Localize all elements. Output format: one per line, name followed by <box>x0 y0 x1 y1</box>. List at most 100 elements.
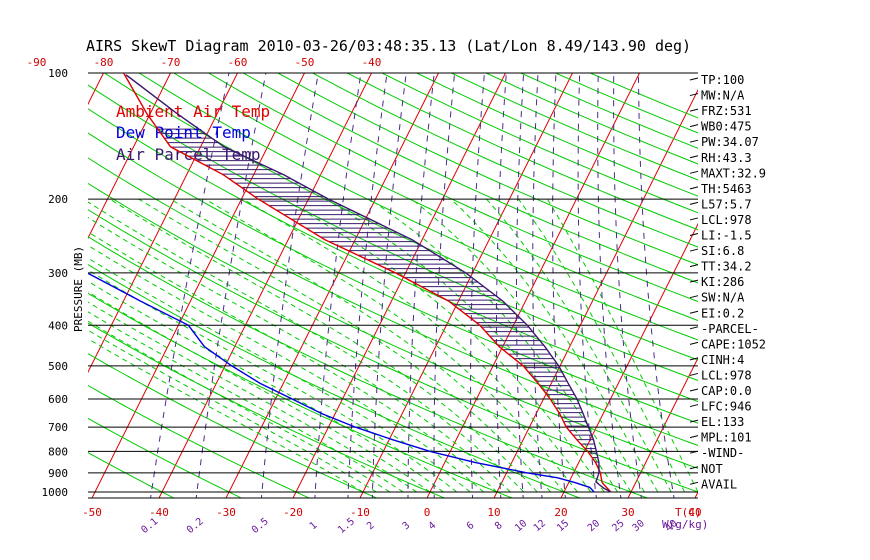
index-label: LI:-1.5 <box>701 229 752 243</box>
mixing-ratio-label: 10 <box>513 518 529 534</box>
moist-adiabat-lines <box>88 198 698 493</box>
index-tick <box>689 310 699 314</box>
index-label: PW:34.07 <box>701 135 759 149</box>
dry-adiabat-line <box>88 452 175 498</box>
index-label: CAPE:1052 <box>701 337 766 351</box>
mixing-ratio-line <box>532 73 543 498</box>
index-label: WB0:475 <box>701 120 752 134</box>
top-temp-tick-label: -80 <box>94 56 114 69</box>
index-label: L57:5.7 <box>701 197 752 211</box>
isotherm-line <box>292 73 506 498</box>
mixing-ratio-label: 20 <box>586 518 602 534</box>
index-tick <box>689 372 699 376</box>
index-tick <box>689 264 699 268</box>
index-label: TT:34.2 <box>701 260 752 274</box>
bottom-temp-tick-label: -50 <box>82 506 102 519</box>
index-label: TH:5463 <box>701 182 752 196</box>
index-tick <box>689 279 699 283</box>
isotherm-line <box>0 73 37 501</box>
dry-adiabat-line <box>88 157 698 446</box>
mixing-ratio-line <box>195 73 267 498</box>
dry-adiabat-line <box>88 209 698 493</box>
isotherm-line <box>627 356 698 498</box>
moist-adiabat-line <box>88 201 525 493</box>
dry-adiabat-line <box>88 236 649 498</box>
index-tick <box>689 248 699 252</box>
legend-dew-point-temp: Dew Point Temp <box>116 123 251 142</box>
index-tick <box>689 435 699 439</box>
mixing-ratio-line <box>371 73 407 498</box>
moist-adiabat-line <box>283 198 605 493</box>
bottom-temp-tick-label: 10 <box>487 506 500 519</box>
pressure-tick-label: 900 <box>48 467 68 480</box>
mixing-ratio-line <box>613 73 642 498</box>
mixing-ratio-line <box>260 73 319 498</box>
profile-curves <box>88 73 612 493</box>
bottom-temp-tick-label: -10 <box>350 506 370 519</box>
index-tick <box>689 93 699 97</box>
cape-hatching <box>157 128 599 468</box>
isotherm-line <box>225 73 439 498</box>
dry-adiabat-line <box>242 73 698 284</box>
x-axis-label-mixing: W(g/kg) <box>662 518 708 531</box>
index-tick <box>689 201 699 205</box>
top-temperature-ticks: -120-110-100-90-80-70-60-50-40 <box>27 56 382 69</box>
dry-adiabat-line <box>88 108 698 403</box>
dry-adiabat-line <box>88 264 582 498</box>
mixing-ratio-label: 1 <box>308 520 320 532</box>
index-tick <box>689 186 699 190</box>
mixing-ratio-line <box>407 73 435 498</box>
index-tick <box>689 108 699 112</box>
legend: Ambient Air Temp Dew Point Temp Air Parc… <box>116 102 270 164</box>
index-label: CAP:0.0 <box>701 384 752 398</box>
mixing-ratio-label: 8 <box>493 520 505 532</box>
x-axis-label-temp: T(C) <box>675 506 702 519</box>
dry-adiabat-line <box>277 73 698 266</box>
index-tick <box>689 357 699 361</box>
index-tick <box>689 404 699 408</box>
index-tick <box>689 217 699 221</box>
index-label: CINH:4 <box>701 353 744 367</box>
index-label: AVAIL <box>701 477 737 491</box>
mixing-ratio-line <box>552 73 566 498</box>
moist-adiabat-line <box>486 198 672 493</box>
pressure-tick-label: 700 <box>48 421 68 434</box>
index-label: LFC:946 <box>701 400 752 414</box>
moist-adiabat-line <box>326 198 619 493</box>
index-tick <box>689 341 699 345</box>
isotherm-line <box>88 73 238 374</box>
mixing-ratio-line <box>597 73 622 498</box>
mixing-ratio-label: 6 <box>465 520 477 532</box>
pressure-tick-label: 1000 <box>42 486 69 499</box>
top-temp-tick-label: -90 <box>27 56 47 69</box>
index-tick <box>689 326 699 330</box>
dry-adiabat-line <box>88 292 514 498</box>
mixing-ratio-line <box>637 73 675 498</box>
top-temp-tick-label: -70 <box>161 56 181 69</box>
pressure-tick-label: 400 <box>48 319 68 332</box>
moist-adiabat-line <box>88 291 431 493</box>
mixing-ratio-label: 3 <box>401 520 413 532</box>
index-label: MW:N/A <box>701 89 745 103</box>
mixing-ratio-line <box>495 73 507 498</box>
pressure-tick-label: 100 <box>48 67 68 80</box>
mixing-ratio-line <box>150 73 230 498</box>
pressure-tick-label: 300 <box>48 267 68 280</box>
mixing-ratio-label: 4 <box>427 520 439 532</box>
isotherm-line <box>828 73 870 501</box>
index-label: LCL:978 <box>701 213 752 227</box>
profile-air-parcel-temp <box>125 74 612 493</box>
moist-adiabat-line <box>109 198 538 493</box>
index-tick <box>689 170 699 174</box>
dry-adiabat-lines <box>88 73 698 498</box>
index-tick <box>689 295 699 299</box>
index-tick <box>689 139 699 143</box>
isotherm-line <box>158 73 372 498</box>
index-label: RH:43.3 <box>701 151 752 165</box>
mixing-ratio-label: 30 <box>631 518 647 534</box>
profile-ambient-air-temp <box>122 73 612 493</box>
mixing-ratio-label: 0.5 <box>250 516 271 536</box>
index-label: -PARCEL- <box>701 322 759 336</box>
top-temp-tick-label: -60 <box>228 56 248 69</box>
mixing-ratio-label: 15 <box>555 518 571 534</box>
